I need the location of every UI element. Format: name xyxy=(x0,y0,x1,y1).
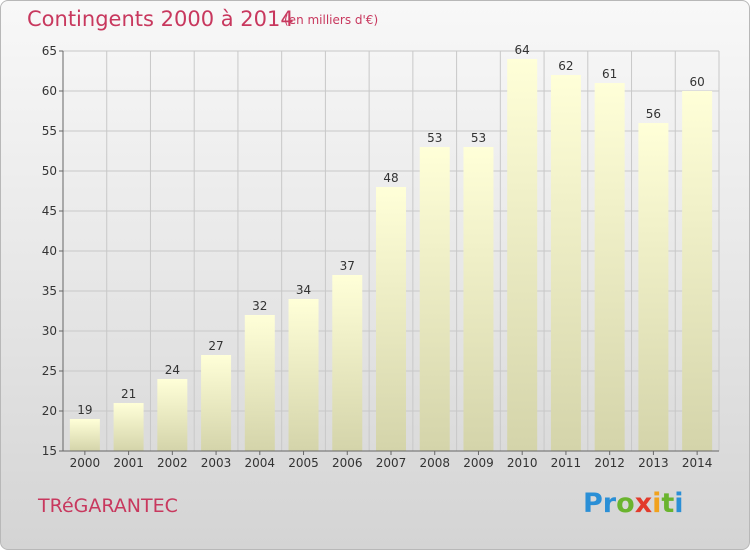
y-tick-label: 30 xyxy=(42,324,57,338)
bar xyxy=(69,419,100,451)
x-tick-label: 2003 xyxy=(201,456,232,470)
logo-letter: i xyxy=(652,488,662,519)
logo-letter: x xyxy=(634,488,653,519)
bar-value-label: 32 xyxy=(252,299,267,313)
axes: 15 20 25 30 35 40 45 50 55 60 65 2000 2001 2002 2003 20… xyxy=(42,44,719,470)
bar-value-label: 27 xyxy=(208,339,223,353)
bar-value-label: 62 xyxy=(558,59,573,73)
logo-letter: P xyxy=(583,488,603,519)
bar xyxy=(113,403,144,451)
bar-value-label: 48 xyxy=(383,171,398,185)
y-tick-label: 15 xyxy=(42,444,57,458)
bar-value-label: 19 xyxy=(77,403,92,417)
bar-value-label: 53 xyxy=(471,131,486,145)
logo-letter: t xyxy=(661,488,675,519)
x-tick-label: 2000 xyxy=(70,456,101,470)
bar-value-label: 34 xyxy=(296,283,311,297)
proxiti-logo[interactable]: Proxiti xyxy=(583,488,684,519)
x-tick-label: 2008 xyxy=(419,456,450,470)
x-tick-label: 2009 xyxy=(463,456,494,470)
bar xyxy=(376,187,406,451)
bar-value-label: 56 xyxy=(646,107,661,121)
bar xyxy=(201,355,232,451)
bar xyxy=(638,123,669,451)
bar-value-label: 53 xyxy=(427,131,442,145)
logo-letter: r xyxy=(602,488,617,519)
y-tick-label: 45 xyxy=(42,204,57,218)
logo-letter: i xyxy=(674,488,684,519)
chart-unit-label: (en milliers d'€) xyxy=(284,13,379,27)
x-tick-label: 2014 xyxy=(682,456,713,470)
bar xyxy=(682,91,713,451)
bar-value-label: 37 xyxy=(340,259,355,273)
y-tick-label: 35 xyxy=(42,284,57,298)
bar xyxy=(244,315,275,451)
bar-value-label: 24 xyxy=(165,363,180,377)
x-tick-label: 2011 xyxy=(551,456,582,470)
x-tick-label: 2012 xyxy=(594,456,625,470)
y-tick-label: 65 xyxy=(42,44,57,58)
logo-letter: o xyxy=(616,488,635,519)
x-tick-label: 2002 xyxy=(157,456,188,470)
y-tick-label: 40 xyxy=(42,244,57,258)
bar-value-label: 64 xyxy=(515,43,530,57)
bar-value-label: 21 xyxy=(121,387,136,401)
chart-title: Contingents 2000 à 2014 xyxy=(27,7,294,31)
x-tick-label: 2013 xyxy=(638,456,669,470)
bars: 19 21 24 27 32 34 37 48 53 53 64 62 61 56 60 xyxy=(69,43,713,451)
x-tick-label: 2010 xyxy=(507,456,538,470)
y-tick-label: 50 xyxy=(42,164,57,178)
x-tick-label: 2005 xyxy=(288,456,319,470)
bar xyxy=(332,275,363,451)
bar-value-label: 60 xyxy=(689,75,704,89)
y-tick-label: 25 xyxy=(42,364,57,378)
bar-value-label: 61 xyxy=(602,67,617,81)
bar xyxy=(507,59,538,451)
bar xyxy=(288,299,319,451)
x-tick-label: 2007 xyxy=(376,456,407,470)
bar xyxy=(157,379,188,451)
bar xyxy=(550,75,581,451)
x-tick-label: 2001 xyxy=(113,456,144,470)
bar xyxy=(419,147,450,451)
commune-name: TRéGARANTEC xyxy=(38,495,178,517)
x-tick-label: 2006 xyxy=(332,456,363,470)
bar xyxy=(463,147,494,451)
bar xyxy=(594,83,625,451)
x-tick-label: 2004 xyxy=(245,456,276,470)
y-tick-label: 20 xyxy=(42,404,57,418)
y-tick-label: 55 xyxy=(42,124,57,138)
y-tick-label: 60 xyxy=(42,84,57,98)
